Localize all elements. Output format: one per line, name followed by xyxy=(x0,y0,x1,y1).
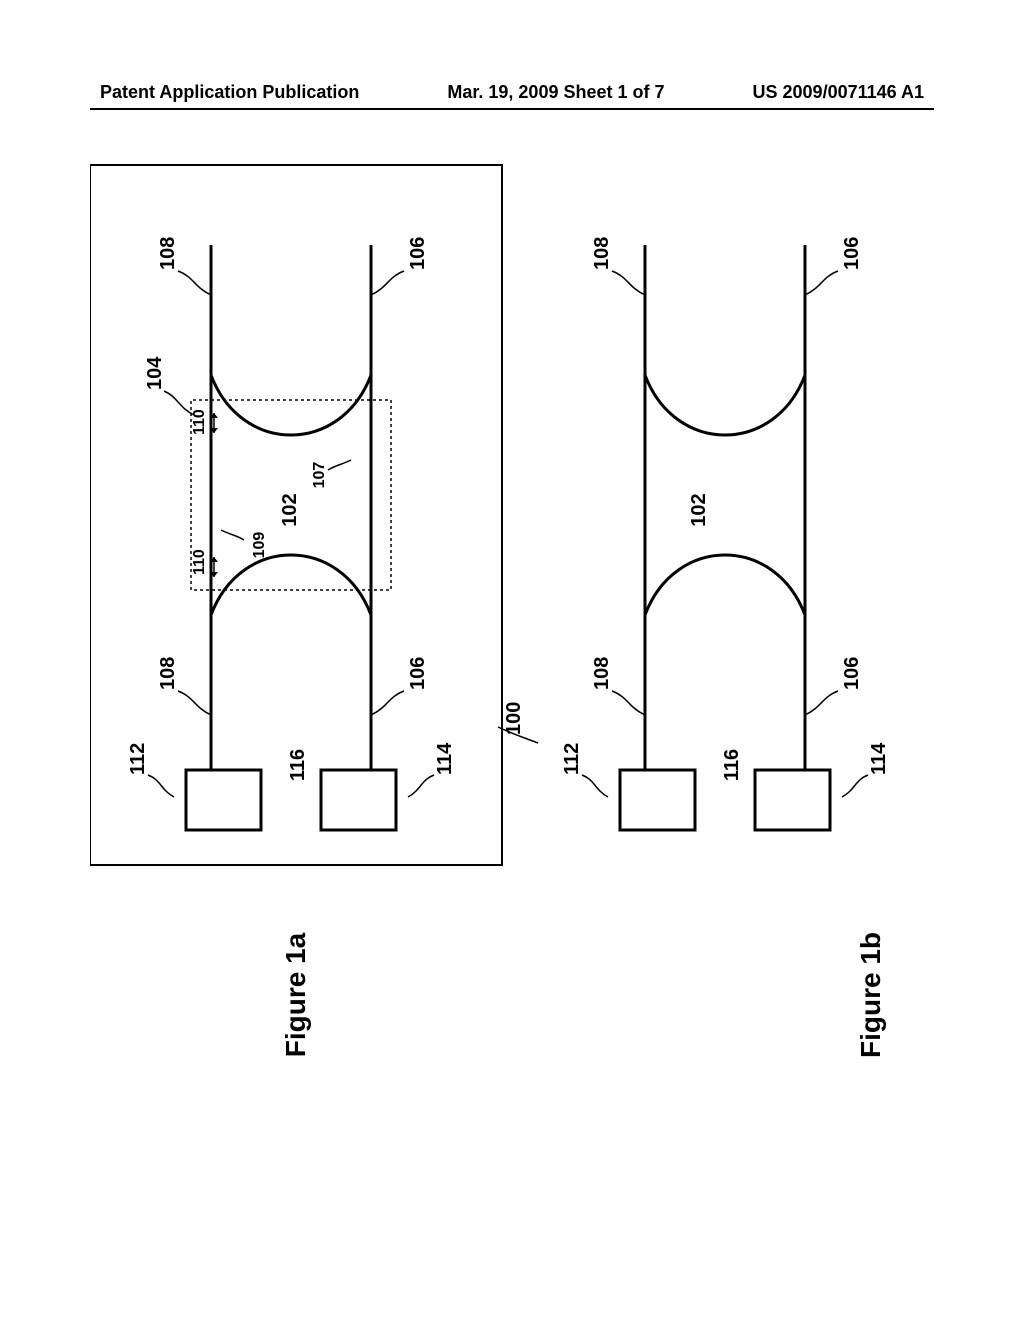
fig1b-venturi-right xyxy=(645,375,805,435)
fig1b-endbox-top xyxy=(620,770,695,830)
header-right: US 2009/0071146 A1 xyxy=(753,82,924,103)
header-center: Mar. 19, 2009 Sheet 1 of 7 xyxy=(447,82,664,103)
fig1a-label-108l: 108 xyxy=(157,657,179,690)
fig1b-lead-112 xyxy=(582,775,608,797)
fig1b-label-112: 112 xyxy=(561,743,583,775)
fig1a-endbox-top xyxy=(186,770,261,830)
header-rule xyxy=(90,108,934,110)
fig1a-caption: Figure 1a xyxy=(280,932,311,1057)
fig1b-label-116: 116 xyxy=(721,749,743,781)
fig1a-label-110l: 110 xyxy=(191,549,208,575)
fig1a-endbox-bot xyxy=(321,770,396,830)
fig1a-label-106r: 106 xyxy=(407,237,429,270)
fig1a-label-114: 114 xyxy=(434,742,456,775)
fig1a-label-109: 109 xyxy=(251,532,268,559)
fig1a-label-110r: 110 xyxy=(191,409,208,435)
fig1a-label-112: 112 xyxy=(127,743,149,775)
fig1b-lead-108l xyxy=(612,691,645,715)
fig1b-label-106l: 106 xyxy=(841,657,863,690)
fig1b-lead-108r xyxy=(612,271,645,295)
fig1b-label-108l: 108 xyxy=(591,657,613,690)
fig1b-caption: Figure 1b xyxy=(855,932,886,1058)
fig1a-label-104: 104 xyxy=(144,356,166,390)
fig1b-label-102: 102 xyxy=(688,493,710,526)
fig1a-label-116: 116 xyxy=(287,749,309,781)
fig1b-endbox-bot xyxy=(755,770,830,830)
fig1b-group: 112 114 116 108 106 108 106 102 xyxy=(561,237,890,830)
figure-container: 112 114 116 108 106 108 106 104 102 109 … xyxy=(90,155,934,1195)
fig1b-label-106r: 106 xyxy=(841,237,863,270)
fig1a-label-108r: 108 xyxy=(157,237,179,270)
fig1a-label-107: 107 xyxy=(311,462,328,489)
fig1b-label-114: 114 xyxy=(868,742,890,775)
fig1a-label-102: 102 xyxy=(279,493,301,526)
fig1b-lead-106l xyxy=(805,691,838,715)
fig1b-label-108r: 108 xyxy=(591,237,613,270)
fig1a-label-100: 100 xyxy=(503,702,525,735)
patent-figures-svg: 112 114 116 108 106 108 106 104 102 109 … xyxy=(90,155,934,1195)
fig1b-venturi-left xyxy=(645,555,805,615)
fig1a-label-106l: 106 xyxy=(407,657,429,690)
fig1b-lead-114 xyxy=(842,775,868,797)
page-header: Patent Application Publication Mar. 19, … xyxy=(0,82,1024,103)
header-left: Patent Application Publication xyxy=(100,82,359,103)
fig1b-lead-106r xyxy=(805,271,838,295)
